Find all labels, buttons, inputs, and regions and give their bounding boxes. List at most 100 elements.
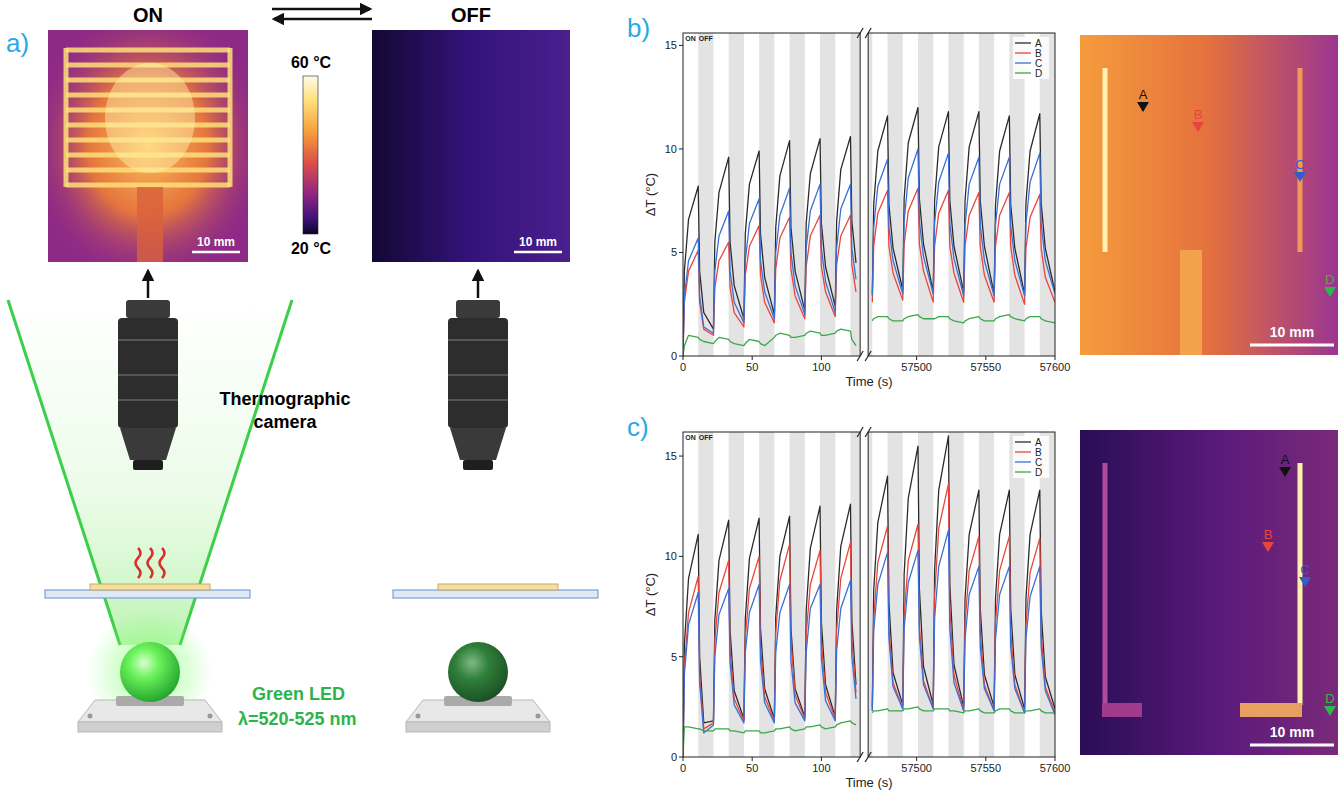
legend-ground [1013,436,1049,478]
x-tick [683,356,684,360]
x-tick-label: 100 [812,762,830,774]
plot-area [868,33,1055,356]
heater-stem [1180,250,1202,355]
x-tick [752,356,753,360]
camera [118,300,178,470]
x-tick [916,757,917,761]
scale-bar-label: 10 mm [519,235,557,249]
heat-wave [136,548,141,578]
off-band [820,33,835,356]
heater-track [66,183,230,188]
series-line [683,137,856,356]
camera-ring [118,399,178,401]
legend-swatch [1015,471,1031,472]
heater-track [1103,68,1108,252]
camera-ring [448,339,508,341]
x-tick-label: 57550 [971,762,1002,774]
heater-track [1298,463,1303,705]
switch-arrow [272,8,370,11]
heater-track [1105,650,1300,655]
point-marker [1299,577,1311,587]
off-band [888,33,903,356]
camera-lens [450,428,506,460]
heater-track [1105,497,1300,502]
plot-frame [868,432,1055,757]
led-screw [208,714,213,719]
led-dome [448,642,508,702]
heat-wave [148,548,153,578]
led [406,642,550,732]
chart: 050100575005755057600ONOFF051015Time (s)… [627,412,1070,790]
led [78,610,222,734]
sample [438,584,558,590]
x-tick-label: 100 [812,361,830,373]
y-tick-label: 15 [665,450,677,462]
state-title: OFF [451,4,491,26]
label-line: Thermographic [219,389,350,409]
legend-label: D [1035,467,1042,478]
x-tick [985,356,986,360]
heater-track [1105,98,1300,103]
y-tick-label: 0 [671,751,677,763]
scale-bar-label: 10 mm [197,235,235,249]
x-tick-label: 50 [746,762,758,774]
heater-track [1105,480,1300,485]
light-cone [8,300,292,645]
heater-track [1105,233,1300,238]
y-tick [679,656,683,657]
heater-stem [137,187,163,262]
state-title: ON [133,4,163,26]
point-marker [1324,706,1336,716]
heater-track [1105,143,1300,148]
marker-label: B [1194,107,1203,122]
scale-bar [1250,744,1334,747]
x-tick [821,757,822,761]
x-tick-label: 0 [680,762,686,774]
x-tick [916,356,917,360]
image-ground [1080,35,1338,355]
camera-cap [456,300,500,318]
legend: ABCD [1013,37,1049,79]
x-tick [1055,356,1056,360]
marker-label: A [1139,87,1148,102]
chart: 050100575005755057600ONOFF051015Time (s)… [627,13,1070,389]
on-label: ON [685,35,696,42]
heater-track [1105,582,1300,587]
axis-break [865,427,871,437]
plot-area [868,432,1055,757]
y-tick-label: 5 [671,651,677,663]
x-tick [985,757,986,761]
series-line [683,329,856,356]
off-band [979,432,994,757]
series-line [683,542,856,757]
x-tick-label: 50 [746,361,758,373]
series-line [872,149,1055,296]
camera-tip [133,460,163,470]
point-marker [1192,122,1204,132]
panel-letter: a) [6,28,29,58]
heater-track [66,48,230,53]
plot-frame [683,432,860,757]
heater-track [1105,248,1300,253]
legend-swatch [1015,72,1031,73]
x-tick [752,757,753,761]
heater-track [1105,173,1300,178]
series-line [683,215,856,356]
heater-track [1105,684,1300,689]
off-band [888,432,903,757]
heater-track [1105,128,1300,133]
x-axis-title: Time (s) [845,374,892,389]
heater-track [1105,463,1300,468]
y-tick-label: 10 [665,550,677,562]
series-line [683,721,856,757]
scale-bar [192,251,240,254]
thermal-image [1080,430,1338,755]
plot-area [683,33,860,356]
camera-body [118,318,178,428]
led-screw [536,714,541,719]
colorbar-label: 20 °C [291,240,332,257]
switch-arrow [274,18,372,21]
heater-track [1105,218,1300,223]
axis-break [857,28,863,38]
heater-track [1105,667,1300,672]
